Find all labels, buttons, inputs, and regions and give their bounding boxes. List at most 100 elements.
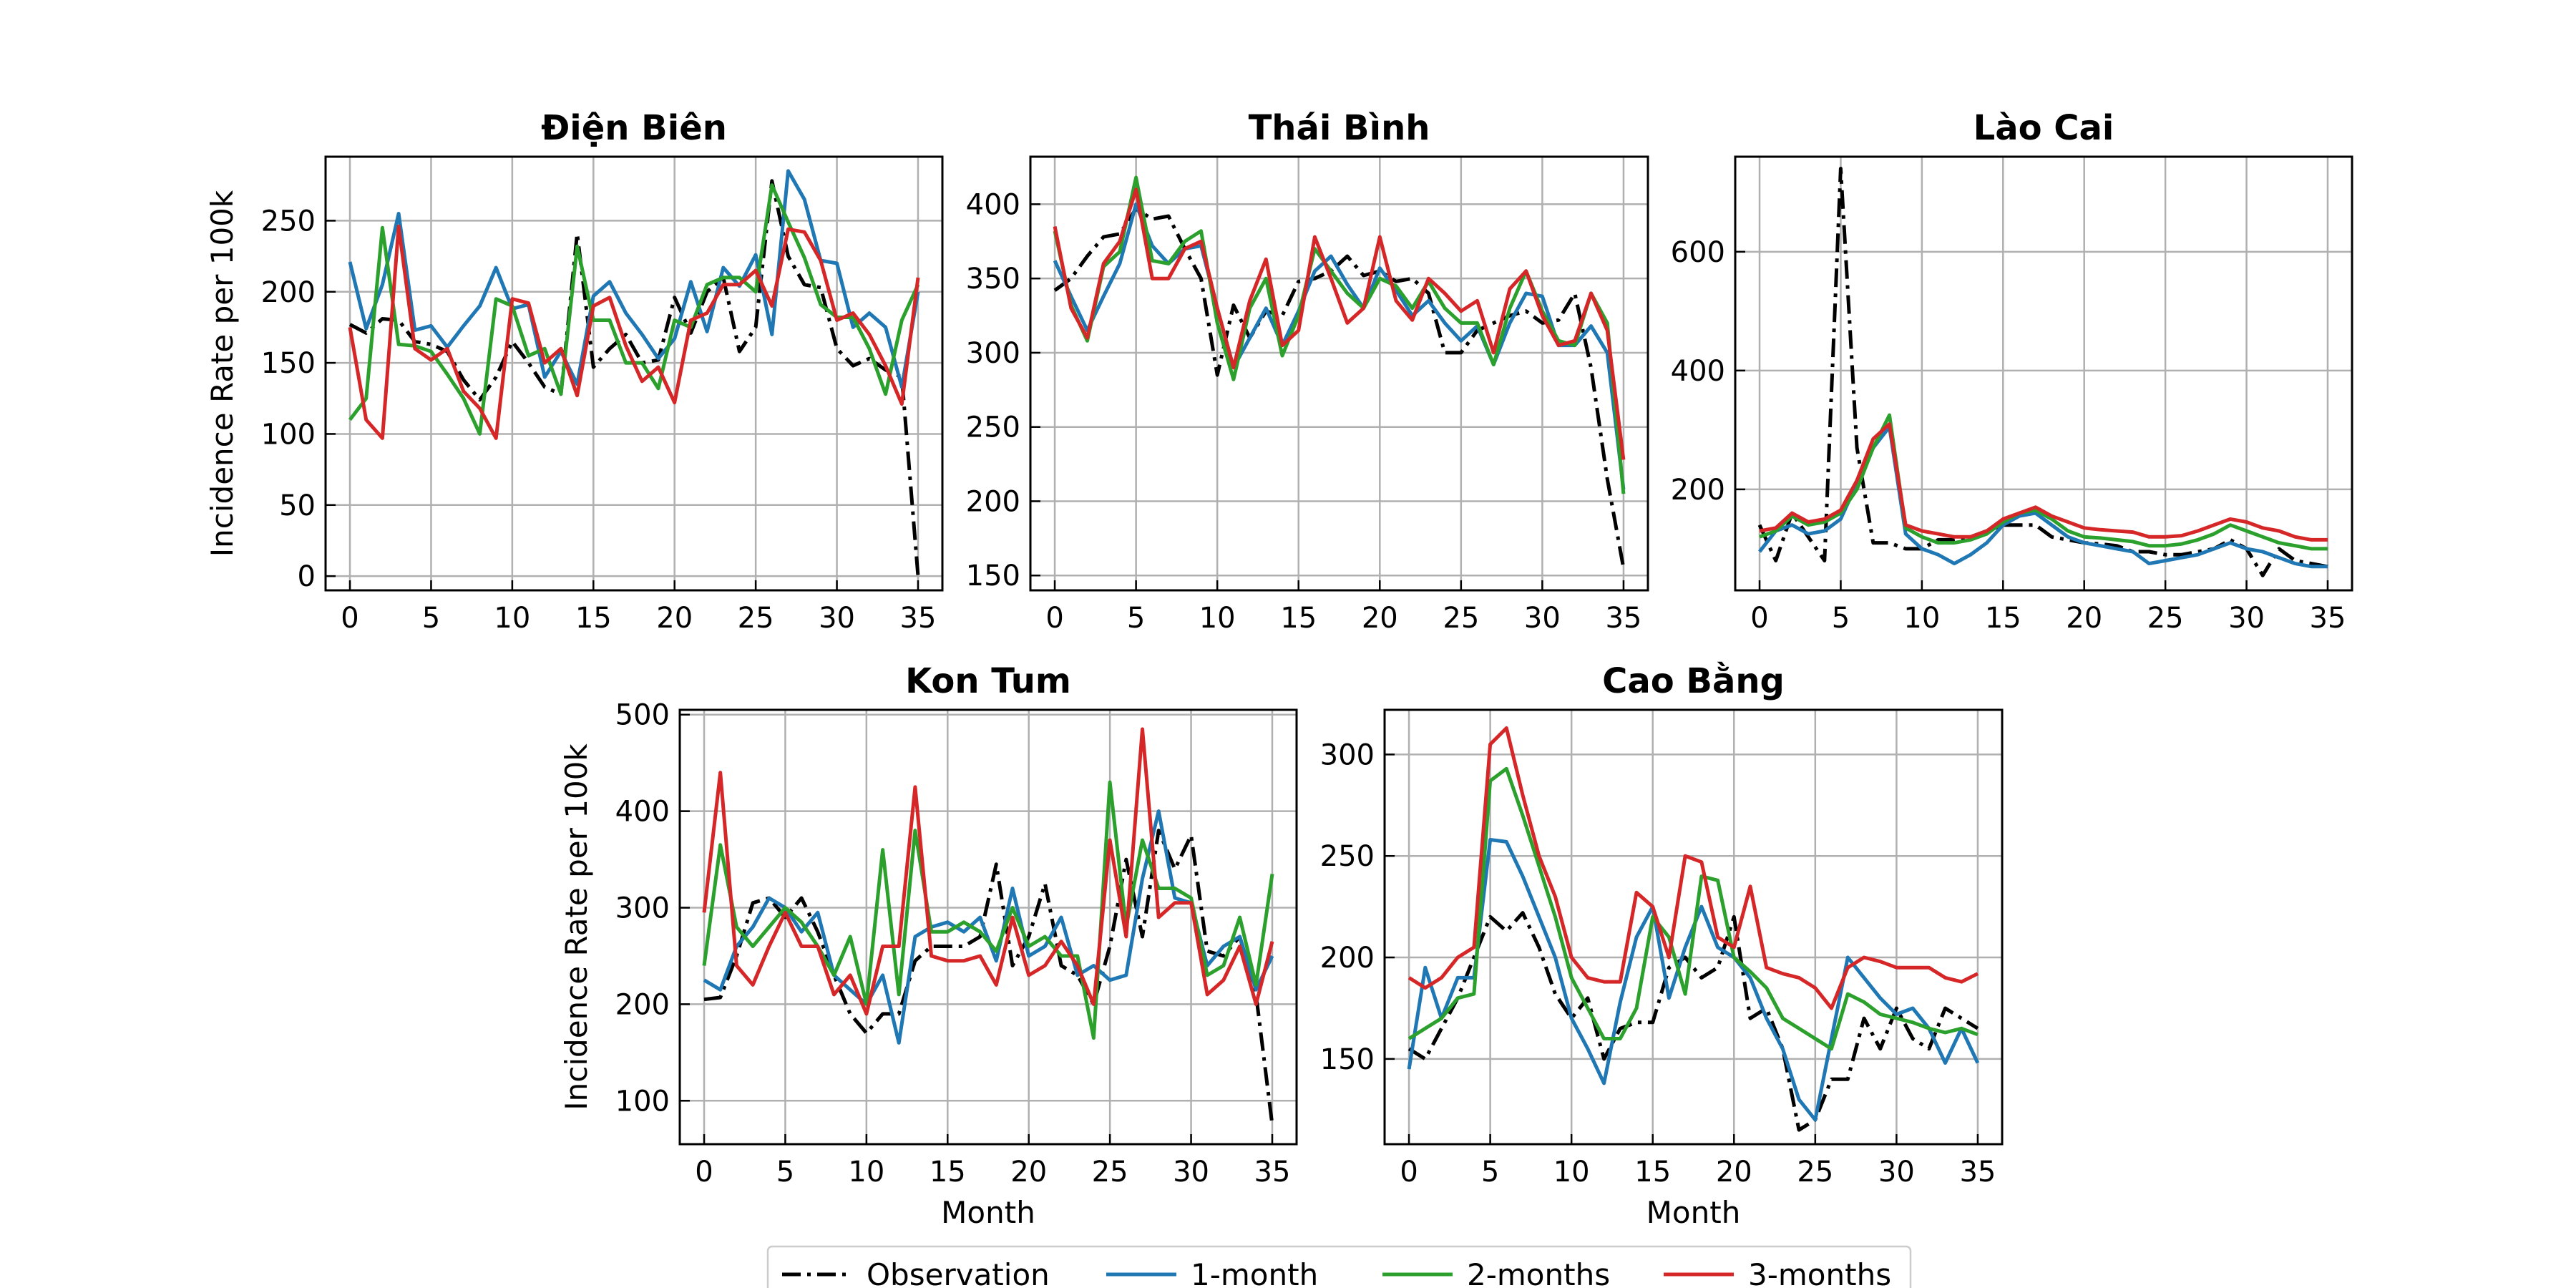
y-tick-label: 600 [1671, 236, 1725, 269]
series-lines [1053, 175, 1626, 569]
x-tick-label: 0 [1045, 602, 1063, 635]
chart-panel: 0 5 10 15 20 25 30 35 150 200 250 300 Cao Bằng Month [1320, 661, 2004, 1230]
x-tick-label: 10 [848, 1156, 884, 1189]
y-tick-label: 300 [615, 892, 670, 925]
x-tick-label: 30 [819, 602, 855, 635]
panel-title: Cao Bằng [1602, 661, 1785, 701]
x-tick-label: 35 [1254, 1156, 1291, 1189]
legend-label: 3-months [1748, 1257, 1891, 1288]
x-tick-label: 35 [1959, 1156, 1996, 1189]
chart-panel: 0 5 10 15 20 25 30 35 100 200 300 400 500 Kon Tum Inci… [559, 661, 1298, 1230]
y-tick-label: 300 [1320, 738, 1375, 771]
series-line-3-months [702, 727, 1274, 1016]
x-tick-label: 20 [1716, 1156, 1752, 1189]
x-tick-label: 5 [1127, 602, 1145, 635]
series-line-observation [703, 829, 1274, 1126]
x-tick-label: 20 [1362, 602, 1398, 635]
x-tick-label: 10 [494, 602, 530, 635]
x-tick-label: 35 [2310, 602, 2346, 635]
legend-label: 1-month [1191, 1257, 1318, 1288]
y-tick-label: 0 [298, 560, 316, 593]
x-tick-label: 25 [1443, 602, 1479, 635]
series-line-1-month [1053, 202, 1626, 490]
panel-title: Thái Bình [1249, 108, 1430, 148]
axes-frame [1734, 155, 2353, 592]
series-line-2-months [1759, 413, 2328, 551]
x-tick-label: 30 [1878, 1156, 1915, 1189]
x-axis-label: Month [941, 1195, 1035, 1230]
y-tick-label: 400 [615, 796, 670, 829]
series-line-observation [1757, 167, 2328, 577]
x-tick-label: 25 [738, 602, 774, 635]
panel-title: Lào Cai [1974, 108, 2114, 148]
axes-frame [324, 155, 944, 592]
x-tick-label: 30 [2228, 602, 2265, 635]
y-tick-label: 100 [261, 418, 316, 451]
series-line-3-months [348, 224, 920, 440]
series-line-3-months [1407, 726, 1979, 1010]
y-tick-label: 150 [966, 560, 1020, 592]
x-tick-label: 35 [900, 602, 937, 635]
x-tick-label: 25 [2147, 602, 2184, 635]
y-tick-label: 350 [966, 263, 1020, 296]
y-tick-label: 50 [279, 489, 316, 522]
series-lines [702, 727, 1274, 1126]
series-lines [1407, 726, 1980, 1132]
chart-panel: 0 5 10 15 20 25 30 35 0 50 100 150 200 250 Điện Biên In… [205, 108, 944, 635]
grid [1030, 157, 1648, 590]
series-line-1-month [348, 169, 920, 389]
x-tick-label: 25 [1092, 1156, 1128, 1189]
chart-panel: 0 5 10 15 20 25 30 35 200 400 600 Lào Cai [1671, 108, 2353, 635]
x-tick-label: 10 [1553, 1156, 1590, 1189]
x-tick-label: 30 [1173, 1156, 1209, 1189]
x-tick-label: 0 [695, 1156, 713, 1189]
grid [326, 157, 942, 590]
y-tick-label: 150 [261, 347, 316, 380]
grid [1735, 157, 2352, 590]
y-axis-label: Incidence Rate per 100k [559, 743, 594, 1111]
x-tick-label: 5 [1481, 1156, 1499, 1189]
x-tick-label: 15 [1985, 602, 2021, 635]
series-line-1-month [1758, 425, 2328, 569]
y-axis-label: Incidence Rate per 100k [205, 190, 240, 557]
x-tick-label: 20 [656, 602, 693, 635]
x-tick-label: 5 [1832, 602, 1850, 635]
legend-label: Observation [867, 1257, 1050, 1288]
panel-title: Điện Biên [541, 108, 727, 148]
x-tick-label: 30 [1524, 602, 1561, 635]
series-line-observation [1053, 207, 1626, 569]
series-line-observation [348, 179, 920, 577]
legend-box [766, 1245, 1912, 1288]
y-tick-label: 200 [966, 485, 1020, 518]
y-tick-label: 150 [1320, 1043, 1375, 1076]
x-tick-label: 35 [1605, 602, 1641, 635]
series-line-2-months [1053, 175, 1626, 494]
x-tick-label: 5 [422, 602, 440, 635]
y-tick-label: 300 [966, 337, 1020, 370]
x-tick-label: 0 [1400, 1156, 1418, 1189]
series-line-observation [1407, 911, 1979, 1132]
y-tick-label: 250 [1320, 840, 1375, 873]
legend-label: 2-months [1467, 1257, 1610, 1288]
x-tick-label: 15 [930, 1156, 966, 1189]
y-tick-label: 200 [1320, 942, 1375, 975]
series-line-3-months [1759, 422, 2328, 542]
y-tick-label: 200 [615, 988, 670, 1021]
x-tick-label: 5 [776, 1156, 794, 1189]
series-line-2-months [702, 780, 1274, 1040]
series-line-1-month [1407, 838, 1980, 1122]
axes-frame [1029, 155, 1649, 592]
x-tick-label: 20 [2066, 602, 2102, 635]
x-tick-label: 25 [1797, 1156, 1833, 1189]
y-tick-label: 400 [1671, 355, 1725, 388]
y-tick-label: 100 [615, 1085, 670, 1118]
x-tick-label: 20 [1010, 1156, 1047, 1189]
grid [1385, 710, 2002, 1144]
chart-panel: 0 5 10 15 20 25 30 35 150 200 250 300 350 400 Thái Bìn… [966, 108, 1649, 635]
y-tick-label: 500 [615, 699, 670, 732]
x-tick-label: 0 [1750, 602, 1768, 635]
series-line-2-months [1407, 766, 1979, 1051]
y-tick-label: 200 [261, 276, 316, 309]
